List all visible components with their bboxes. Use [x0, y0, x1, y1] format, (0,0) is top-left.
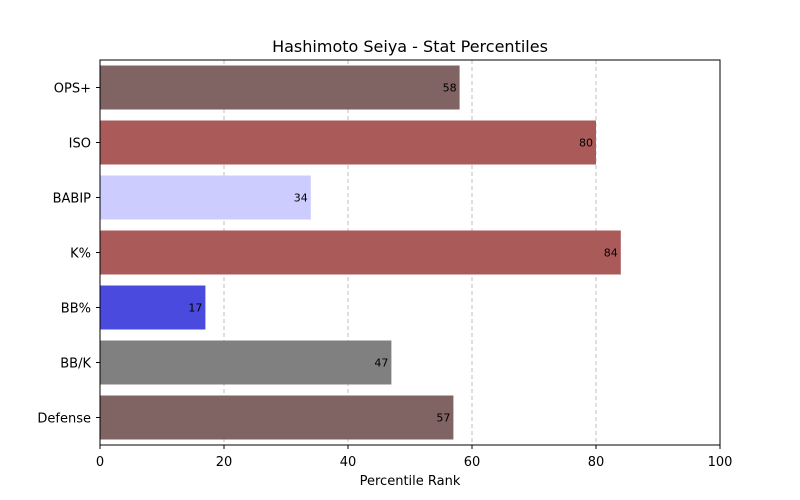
bar-value-label: 58: [443, 82, 457, 95]
x-axis-label: Percentile Rank: [360, 474, 461, 489]
bar-babip: [100, 175, 311, 220]
y-tick-label: K%: [70, 247, 91, 262]
bars: 58 80 34 84 17 47 57: [100, 65, 621, 440]
bar-bb-: [100, 285, 206, 330]
bar-value-label: 84: [604, 247, 618, 260]
x-tick-label: 40: [340, 455, 357, 470]
bar-bb-k: [100, 340, 392, 385]
x-tick-label: 20: [216, 455, 233, 470]
x-tick-label: 60: [464, 455, 481, 470]
y-axis-ticks: OPS+ ISO BABIP K% BB% BB/K Defense: [37, 82, 100, 427]
x-tick-label: 80: [588, 455, 605, 470]
y-tick-label: BB/K: [60, 357, 91, 372]
y-tick-label: BABIP: [53, 192, 92, 207]
bar-value-label: 17: [188, 302, 202, 315]
y-tick-label: OPS+: [54, 82, 91, 97]
bar-ops-: [100, 65, 460, 110]
bar-value-label: 47: [374, 357, 388, 370]
y-tick-label: ISO: [69, 137, 91, 152]
bar-iso: [100, 120, 596, 165]
bar-k-: [100, 230, 621, 275]
x-axis-ticks: 0 20 40 60 80 100: [96, 445, 733, 470]
bar-defense: [100, 395, 454, 440]
bar-value-label: 34: [294, 192, 308, 205]
x-tick-label: 0: [96, 455, 104, 470]
bar-value-label: 57: [436, 412, 450, 425]
y-tick-label: Defense: [37, 412, 91, 427]
chart-title: Hashimoto Seiya - Stat Percentiles: [272, 37, 548, 56]
bar-value-label: 80: [579, 137, 593, 150]
y-tick-label: BB%: [61, 302, 91, 317]
x-tick-label: 100: [708, 455, 733, 470]
